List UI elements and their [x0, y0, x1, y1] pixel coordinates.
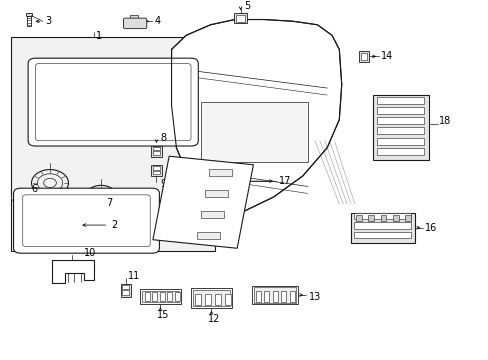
Bar: [351, 213, 414, 243]
Bar: [272, 291, 277, 302]
Bar: [160, 292, 164, 301]
Text: 18: 18: [438, 116, 450, 126]
Text: 10: 10: [84, 248, 96, 258]
Bar: [122, 285, 129, 289]
Bar: [130, 15, 137, 19]
Bar: [167, 292, 172, 301]
Bar: [152, 292, 157, 301]
Bar: [26, 13, 31, 16]
Bar: [361, 53, 366, 60]
Text: 17: 17: [278, 176, 290, 186]
Bar: [264, 291, 268, 302]
Text: 13: 13: [308, 292, 321, 302]
Bar: [140, 289, 181, 304]
Bar: [255, 291, 260, 302]
Bar: [191, 288, 232, 308]
Bar: [175, 292, 180, 301]
Bar: [152, 166, 160, 170]
Polygon shape: [171, 19, 341, 211]
Bar: [201, 102, 307, 162]
Bar: [224, 294, 230, 305]
Text: 15: 15: [156, 310, 168, 320]
Bar: [376, 107, 424, 114]
Bar: [281, 291, 285, 302]
Bar: [151, 165, 162, 176]
Bar: [392, 215, 398, 221]
Text: 6: 6: [31, 184, 38, 194]
Text: 1: 1: [96, 31, 102, 41]
Polygon shape: [153, 156, 253, 248]
Bar: [376, 127, 424, 134]
Text: 11: 11: [128, 271, 140, 281]
Bar: [368, 215, 373, 221]
Bar: [195, 294, 201, 305]
Bar: [204, 294, 210, 305]
Text: 3: 3: [45, 16, 51, 26]
Text: 8: 8: [160, 133, 166, 143]
FancyBboxPatch shape: [123, 18, 146, 29]
Text: 2: 2: [111, 220, 117, 230]
Bar: [197, 232, 220, 239]
Bar: [376, 148, 424, 155]
Bar: [204, 190, 228, 197]
Bar: [27, 16, 30, 26]
Bar: [372, 95, 428, 160]
FancyBboxPatch shape: [14, 188, 159, 253]
Bar: [235, 15, 245, 22]
Bar: [354, 213, 410, 219]
Bar: [152, 147, 160, 150]
Bar: [215, 294, 221, 305]
Bar: [120, 284, 131, 297]
Bar: [289, 291, 294, 302]
Bar: [142, 291, 179, 302]
Bar: [152, 171, 160, 175]
Text: 14: 14: [380, 51, 392, 62]
Bar: [376, 138, 424, 145]
Bar: [358, 51, 369, 62]
Text: 5: 5: [244, 1, 250, 11]
Bar: [122, 290, 129, 295]
Bar: [233, 13, 247, 23]
Bar: [376, 97, 424, 104]
Bar: [354, 222, 410, 229]
Bar: [144, 292, 149, 301]
Text: 7: 7: [106, 198, 112, 208]
Bar: [404, 215, 410, 221]
Text: 12: 12: [207, 314, 220, 324]
Bar: [354, 232, 410, 238]
Bar: [11, 37, 215, 251]
Text: 9: 9: [160, 179, 166, 189]
Text: 16: 16: [425, 223, 437, 233]
Bar: [251, 286, 297, 304]
Bar: [201, 211, 224, 218]
Bar: [151, 146, 162, 157]
Bar: [356, 215, 362, 221]
Bar: [376, 117, 424, 124]
FancyBboxPatch shape: [28, 58, 198, 146]
Text: 4: 4: [154, 16, 161, 26]
Bar: [380, 215, 386, 221]
Bar: [152, 151, 160, 155]
Bar: [193, 290, 230, 306]
Bar: [209, 169, 232, 176]
Polygon shape: [52, 260, 94, 283]
Bar: [253, 287, 295, 303]
